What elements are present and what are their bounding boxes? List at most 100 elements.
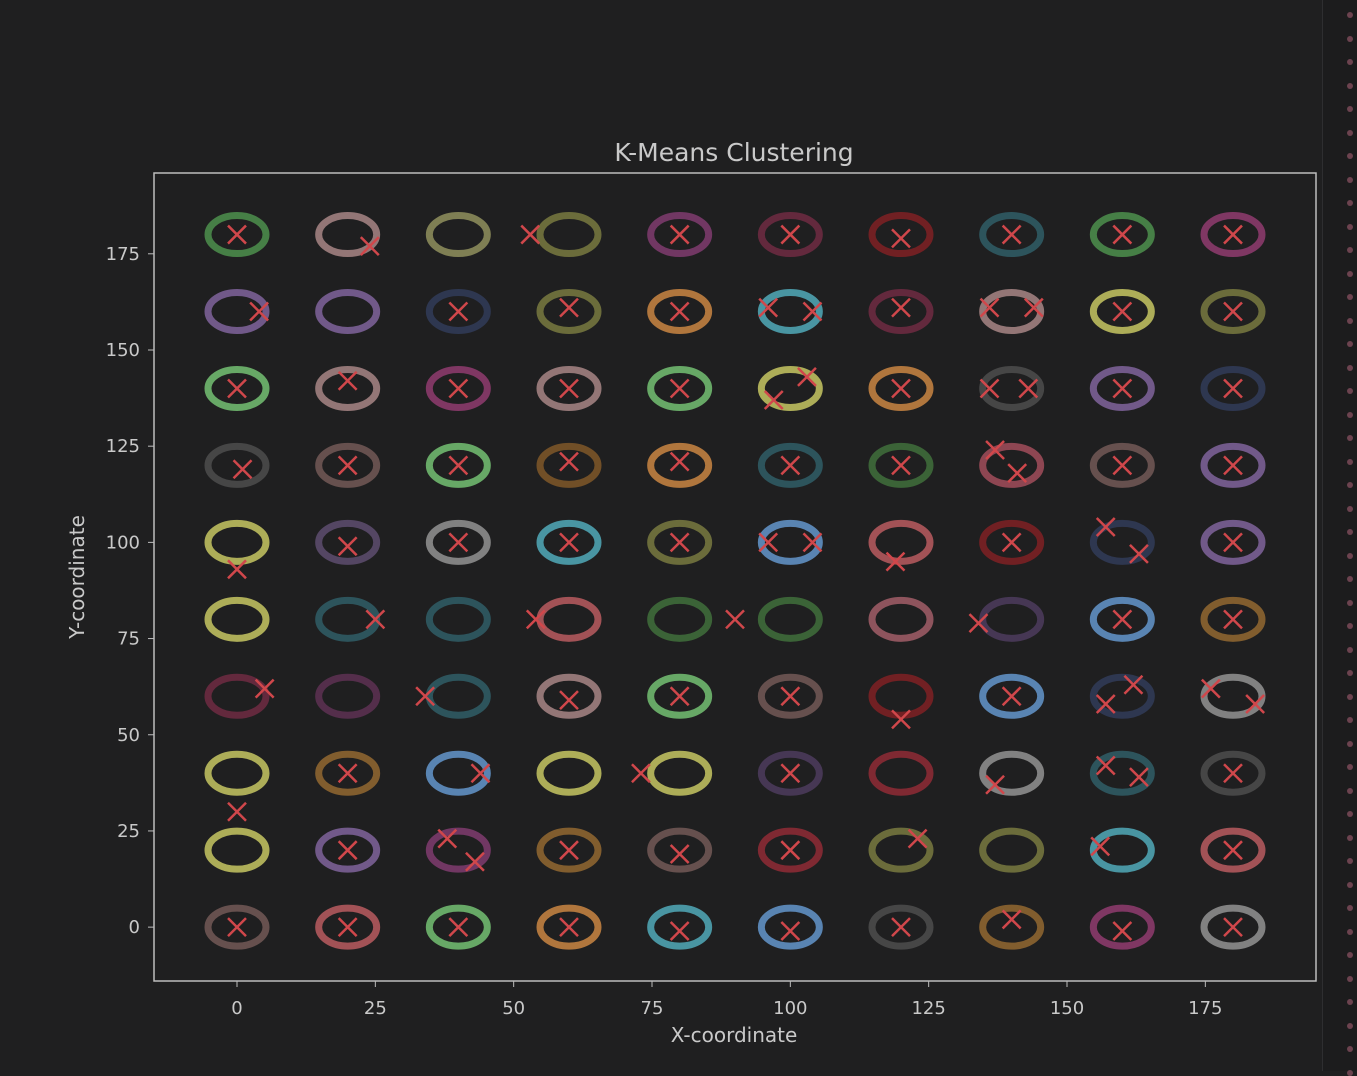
right-scroll-rail[interactable] — [1322, 0, 1357, 1076]
centroid-stroke — [448, 917, 469, 938]
centroid-marker — [985, 774, 1005, 795]
cluster-ring — [204, 904, 270, 950]
cluster-ring — [1089, 596, 1155, 642]
rail-dot — [1347, 1022, 1353, 1029]
rail-dot — [1347, 858, 1353, 864]
cluster-ring — [204, 827, 270, 873]
centroid-marker — [437, 828, 458, 849]
centroid-marker — [559, 532, 579, 553]
centroid-marker — [669, 844, 690, 864]
centroid-stroke — [365, 609, 386, 630]
centroid-marker — [763, 390, 784, 410]
centroid-marker — [559, 297, 579, 318]
centroid-stroke — [1112, 921, 1133, 941]
rail-dot — [1347, 153, 1353, 159]
centroid-marker — [891, 917, 911, 938]
rail-dot — [1347, 670, 1353, 676]
centroid-stroke — [1200, 678, 1221, 699]
cluster-ring — [979, 827, 1045, 873]
centroid-stroke — [669, 451, 690, 472]
cluster-ring — [868, 365, 934, 411]
cluster-ring — [536, 827, 602, 873]
centroid-stroke — [1018, 378, 1039, 399]
centroid-stroke — [559, 690, 579, 711]
centroid-marker — [559, 917, 579, 938]
axis-ticks: 0 25 50 75 100 125 150 175 0 25 50 75 100 125 150 175 — [106, 244, 1223, 1019]
y-tick-label: 50 — [117, 725, 140, 746]
centroid-marker — [780, 686, 801, 707]
cluster-ring — [1089, 673, 1155, 719]
x-tick-label: 0 — [231, 998, 242, 1019]
centroid-stroke — [227, 801, 247, 822]
centroid-marker — [1223, 609, 1243, 630]
cluster-ring — [868, 827, 934, 873]
centroid-stroke — [891, 228, 911, 249]
centroid-stroke — [559, 451, 579, 472]
y-tick-label: 125 — [106, 436, 140, 457]
centroid-marker — [337, 370, 358, 391]
centroid-stroke — [232, 459, 253, 480]
centroid-marker — [559, 840, 579, 861]
centroid-marker — [1095, 694, 1116, 714]
centroid-stroke — [1129, 767, 1149, 787]
y-tick-label: 0 — [129, 917, 140, 938]
centroid-marker — [1007, 463, 1028, 483]
rail-dot — [1347, 341, 1353, 347]
centroid-marker — [979, 378, 1000, 399]
centroid-marker — [631, 763, 651, 784]
centroid-stroke — [227, 559, 247, 580]
centroid-marker — [337, 917, 358, 938]
cluster-ring — [425, 596, 491, 642]
centroid-stroke — [249, 301, 270, 322]
cluster-ring — [647, 673, 713, 719]
centroid-marker — [1112, 455, 1133, 476]
centroid-marker — [227, 378, 247, 399]
centroid-stroke — [780, 763, 801, 784]
centroid-marker — [1090, 836, 1111, 857]
cluster-ring — [315, 904, 381, 950]
cluster-ring — [536, 673, 602, 719]
centroid-marker — [448, 917, 469, 938]
centroid-marker — [891, 455, 911, 476]
centroid-stroke — [1223, 301, 1243, 322]
cluster-ring — [1089, 365, 1155, 411]
centroid-stroke — [415, 686, 436, 707]
centroid-stroke — [1223, 609, 1243, 630]
rail-dot — [1347, 223, 1353, 230]
x-tick-label: 50 — [502, 998, 525, 1019]
centroid-marker — [1223, 840, 1243, 861]
centroid-marker — [1223, 763, 1243, 784]
x-tick-label: 150 — [1050, 998, 1084, 1019]
rail-dot — [1347, 364, 1353, 371]
centroid-stroke — [802, 532, 823, 553]
cluster-ring — [1200, 596, 1266, 642]
centroid-stroke — [758, 297, 779, 318]
rail-dot — [1347, 129, 1353, 136]
centroid-stroke — [802, 301, 823, 322]
centroid-stroke — [1001, 532, 1022, 553]
cluster-ring — [536, 212, 602, 258]
cluster-ring — [979, 365, 1045, 411]
cluster-ring — [757, 673, 823, 719]
centroid-stroke — [1112, 301, 1133, 322]
centroid-stroke — [227, 378, 247, 399]
centroid-stroke — [559, 378, 579, 399]
rail-dot — [1347, 435, 1353, 441]
centroid-stroke — [968, 613, 989, 634]
centroid-stroke — [1095, 694, 1116, 714]
centroid-marker — [1223, 224, 1243, 245]
centroid-marker — [448, 455, 469, 476]
rail-dot — [1347, 999, 1353, 1005]
cluster-ring — [647, 904, 713, 950]
x-tick-label: 175 — [1188, 998, 1222, 1019]
centroid-stroke — [337, 917, 358, 938]
centroid-marker — [359, 236, 380, 256]
rail-dot — [1347, 411, 1353, 418]
centroid-marker — [232, 459, 253, 480]
kmeans-chart: K-Means Clustering X-coordinate Y-coordi… — [65, 138, 1317, 1047]
plot-frame — [153, 172, 1317, 982]
y-axis-label: Y-coordinate — [65, 515, 89, 640]
cluster-ring — [1200, 827, 1266, 873]
cluster-ring — [979, 596, 1045, 642]
centroid-marker — [365, 609, 386, 630]
